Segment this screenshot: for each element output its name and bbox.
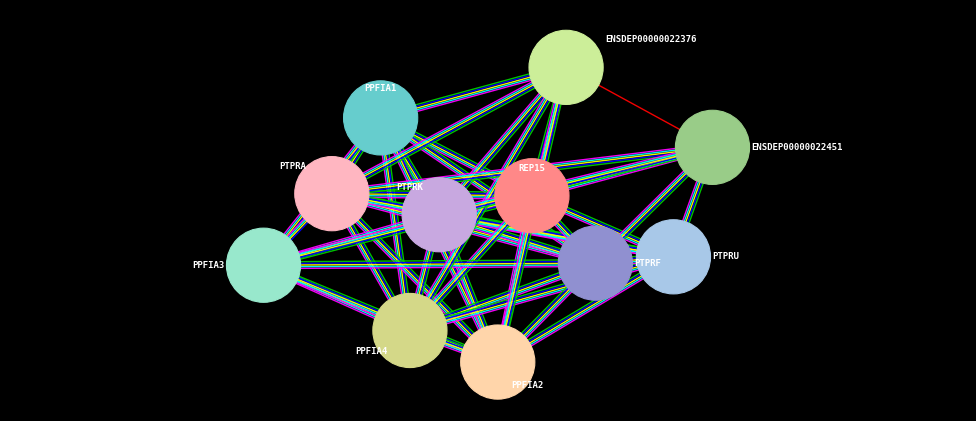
Ellipse shape <box>226 228 301 302</box>
Ellipse shape <box>402 178 476 252</box>
Text: PPFIA1: PPFIA1 <box>364 84 397 93</box>
Ellipse shape <box>295 157 369 231</box>
Text: PTPRF: PTPRF <box>634 258 662 268</box>
Text: ENSDEP00000022451: ENSDEP00000022451 <box>752 143 843 152</box>
Text: ENSDEP00000022376: ENSDEP00000022376 <box>605 35 697 44</box>
Text: PTPRA: PTPRA <box>279 162 306 171</box>
Ellipse shape <box>675 110 750 184</box>
Text: PPFIA3: PPFIA3 <box>192 261 224 270</box>
Ellipse shape <box>495 159 569 233</box>
Text: PTPRU: PTPRU <box>712 252 740 261</box>
Text: PPFIA4: PPFIA4 <box>354 347 387 356</box>
Ellipse shape <box>636 220 711 294</box>
Ellipse shape <box>373 293 447 368</box>
Ellipse shape <box>558 226 632 300</box>
Text: PPFIA2: PPFIA2 <box>510 381 544 390</box>
Text: REP15: REP15 <box>518 164 546 173</box>
Text: PTPRK: PTPRK <box>396 183 424 192</box>
Ellipse shape <box>529 30 603 104</box>
Ellipse shape <box>461 325 535 399</box>
Ellipse shape <box>344 81 418 155</box>
